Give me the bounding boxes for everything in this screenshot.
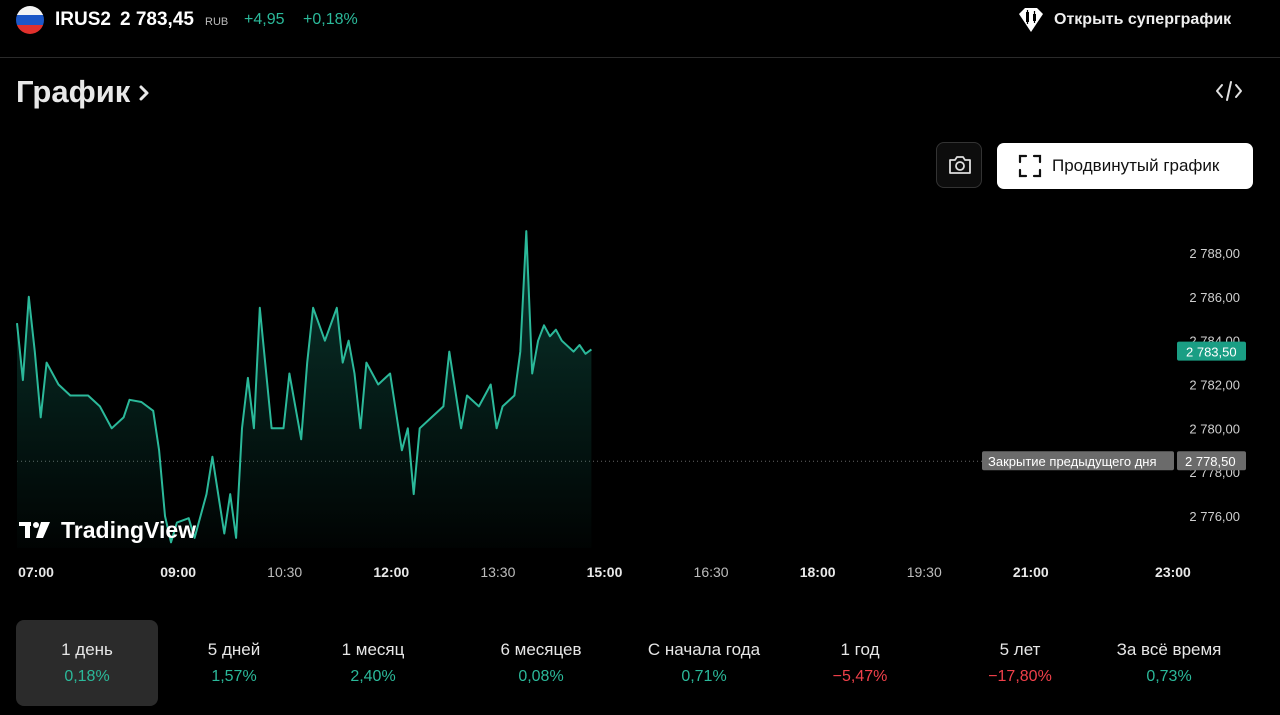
y-tick-label: 2 782,00 (1189, 378, 1240, 393)
price-chart[interactable]: 2 788,002 786,002 784,002 782,002 780,00… (0, 200, 1280, 600)
price-change-absolute: +4,95 (244, 11, 285, 28)
period-change: 0,73% (1146, 668, 1192, 685)
x-tick-label: 15:00 (587, 564, 623, 580)
period-change: 1,57% (211, 668, 257, 685)
current-price: 2 783,45 (120, 9, 194, 30)
period-change: 0,08% (518, 668, 564, 685)
x-tick-label: 09:00 (160, 564, 196, 580)
y-tick-label: 2 788,00 (1189, 246, 1240, 261)
x-tick-label: 12:00 (373, 564, 409, 580)
currency-label: RUB (205, 16, 229, 28)
period-label: 1 день (61, 640, 113, 659)
price-change-percent: +0,18% (303, 11, 358, 28)
candlestick-diamond-icon[interactable] (1016, 6, 1046, 36)
period-change: 2,40% (350, 668, 396, 685)
tradingview-wordmark: TradingView (61, 517, 196, 543)
period-change: −17,80% (988, 668, 1052, 685)
camera-icon (949, 156, 971, 174)
screenshot-button[interactable] (936, 142, 982, 188)
period-label: С начала года (647, 640, 761, 659)
period-label: За всё время (1116, 640, 1222, 659)
period-tab[interactable]: 5 дней 1,57% (163, 620, 305, 706)
code-icon[interactable] (1214, 80, 1244, 102)
period-change: 0,71% (681, 668, 727, 685)
open-supergraph-link[interactable]: Открыть суперграфик (1054, 11, 1232, 28)
previous-close-text: Закрытие предыдущего дня (988, 454, 1157, 469)
tradingview-watermark: TradingView (19, 517, 196, 543)
period-tab[interactable]: С начала года 0,71% (633, 620, 775, 706)
ticker-symbol: IRUS2 (55, 9, 111, 30)
y-tick-label: 2 780,00 (1189, 421, 1240, 436)
period-label: 5 дней (207, 640, 261, 659)
chart-section-title[interactable]: График (16, 74, 131, 109)
period-selector: 1 день 0,18% 5 дней 1,57% 1 месяц 2,40% 6 меся… (16, 620, 1264, 706)
period-label: 5 лет (999, 640, 1041, 659)
advanced-chart-button[interactable]: Продвинутый график (997, 143, 1253, 189)
period-tab[interactable]: 1 день 0,18% (16, 620, 158, 706)
x-tick-label: 19:30 (907, 564, 942, 580)
previous-close-value: 2 778,50 (1185, 454, 1236, 469)
advanced-chart-label: Продвинутый график (1052, 156, 1220, 175)
period-tab[interactable]: 6 месяцев 0,08% (470, 620, 612, 706)
x-axis: 07:00 09:00 10:30 12:00 13:30 15:00 16:30 18:00… (18, 564, 1191, 580)
chevron-right-icon[interactable] (136, 80, 154, 106)
period-label: 1 год (840, 640, 880, 659)
fullscreen-icon (1018, 154, 1042, 178)
x-tick-label: 13:30 (480, 564, 515, 580)
x-tick-label: 16:30 (694, 564, 729, 580)
period-tab[interactable]: 1 год −5,47% (789, 620, 931, 706)
x-tick-label: 10:30 (267, 564, 302, 580)
russia-flag-icon (16, 6, 44, 34)
y-tick-label: 2 776,00 (1189, 509, 1240, 524)
last-price-tag: 2 783,50 (1177, 341, 1246, 361)
period-label: 6 месяцев (500, 640, 582, 659)
y-tick-label: 2 786,00 (1189, 290, 1240, 305)
previous-close-tag: Закрытие предыдущего дня 2 778,50 (982, 451, 1246, 471)
period-label: 1 месяц (341, 640, 405, 659)
period-tab[interactable]: За всё время 0,73% (1098, 620, 1240, 706)
last-price-value: 2 783,50 (1186, 345, 1237, 360)
y-axis: 2 788,002 786,002 784,002 782,002 780,00… (1189, 246, 1240, 524)
x-tick-label: 21:00 (1013, 564, 1049, 580)
x-tick-label: 18:00 (800, 564, 836, 580)
price-line (16, 230, 592, 544)
x-tick-label: 07:00 (18, 564, 54, 580)
tradingview-logo-icon (19, 522, 50, 538)
period-change: −5,47% (832, 668, 888, 685)
period-tab[interactable]: 5 лет −17,80% (949, 620, 1091, 706)
top-bar: IRUS2 2 783,45 RUB +4,95 +0,18% Открыть … (0, 0, 1280, 58)
x-tick-label: 23:00 (1155, 564, 1191, 580)
period-tab[interactable]: 1 месяц 2,40% (302, 620, 444, 706)
period-change: 0,18% (64, 668, 110, 685)
